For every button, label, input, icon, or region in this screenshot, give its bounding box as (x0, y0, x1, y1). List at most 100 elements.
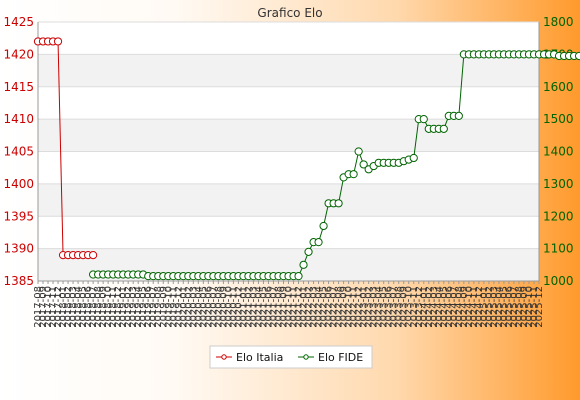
x-tick-label: 2024-02 (424, 286, 435, 328)
y-right-tick-label: 1500 (543, 112, 574, 126)
x-tick-label: 2018-07 (88, 286, 99, 328)
x-tick-labels: 2017-082017-092017-102017-112017-122018-… (33, 281, 545, 328)
x-tick-label: 2024-12 (474, 286, 485, 328)
data-point-elo-fide (334, 199, 343, 208)
x-tick-label: 2024-07 (449, 286, 460, 328)
x-tick-label: 2025-11 (529, 286, 540, 328)
legend: Elo Italia Elo FIDE (209, 345, 373, 369)
legend-marker-elo-italia (221, 354, 227, 360)
x-tick-label: 2020-01 (178, 286, 189, 328)
x-tick-label: 2024-09 (459, 286, 470, 328)
x-tick-label: 2019-10 (163, 286, 174, 328)
x-tick-label: 2024-10 (464, 286, 475, 328)
y-left-tick-label: 1420 (3, 47, 34, 61)
grid-layer (38, 21, 539, 282)
x-tick-label: 2018-09 (98, 286, 109, 328)
x-tick-label: 2022-12 (354, 286, 365, 328)
x-tick-label: 2024-06 (444, 286, 455, 328)
data-point-elo-fide (294, 272, 303, 281)
data-point-elo-fide (314, 238, 323, 247)
legend-label-elo-italia: Elo Italia (236, 351, 283, 364)
axes-layer: 1385 1390 1395 1400 1405 1410 1415 1420 1425 1000… (3, 15, 573, 288)
x-tick-label: 2023-09 (399, 286, 410, 328)
grid-band (38, 183, 539, 217)
y-left-tick-label: 1390 (3, 242, 34, 256)
data-point-elo-fide (419, 115, 428, 124)
data-point-elo-fide (409, 153, 418, 163)
x-tick-label: 2022-04 (314, 286, 325, 328)
x-tick-label: 2020-09 (218, 286, 229, 328)
x-tick-label: 2021-06 (263, 286, 274, 328)
x-tick-label: 2018-02 (63, 286, 74, 328)
grid-band (38, 119, 539, 152)
x-tick-label: 2020-04 (193, 286, 204, 328)
x-tick-label: 2018-08 (93, 286, 104, 328)
data-point-elo-fide (319, 221, 328, 231)
x-tick-label: 2021-05 (258, 286, 269, 328)
x-tick-label: 2025-01 (479, 286, 490, 328)
x-tick-label: 2019-05 (138, 286, 149, 328)
x-tick-label: 2023-12 (414, 286, 425, 328)
x-tick-label: 2019-04 (133, 286, 144, 328)
y-right-tick-label: 1100 (543, 242, 574, 256)
x-tick-label: 2023-06 (384, 286, 395, 328)
grid-band (38, 54, 539, 87)
x-tick-label: 2018-01 (58, 286, 69, 328)
x-tick-label: 2018-10 (103, 286, 114, 328)
x-tick-label: 2024-08 (454, 286, 465, 328)
x-tick-label: 2022-06 (324, 286, 335, 328)
x-tick-label: 2024-01 (419, 286, 430, 328)
x-tick-label: 2022-08 (334, 286, 345, 328)
x-tick-label: 2021-10 (284, 286, 295, 328)
data-point-elo-fide (574, 51, 580, 61)
x-tick-label: 2019-07 (148, 286, 159, 328)
data-point-elo-fide (354, 147, 363, 156)
data-point-elo-italia (53, 37, 63, 46)
x-tick-label: 2019-08 (153, 286, 164, 328)
x-tick-label: 2020-10 (223, 286, 234, 328)
x-tick-label: 2023-01 (359, 286, 370, 328)
x-tick-label: 2025-04 (494, 286, 505, 328)
data-point-elo-fide (349, 170, 358, 179)
x-tick-label: 2020-11 (228, 286, 239, 328)
y-right-tick-label: 1800 (543, 15, 574, 29)
x-tick-label: 2019-02 (123, 286, 134, 328)
x-tick-label: 2021-01 (238, 286, 249, 328)
x-tick-label: 2023-11 (409, 286, 420, 328)
x-tick-label: 2018-05 (78, 286, 89, 328)
data-point-elo-fide (359, 160, 368, 169)
x-tick-label: 2025-08 (514, 286, 525, 328)
x-tick-label: 2023-03 (369, 286, 380, 328)
series-layer (33, 37, 580, 281)
x-tick-label: 2023-04 (374, 286, 385, 328)
x-tick-label: 2024-04 (434, 286, 445, 328)
x-tick-label: 2021-04 (253, 286, 264, 328)
x-tick-label: 2025-03 (489, 286, 500, 328)
x-tick-label: 2020-02 (183, 286, 194, 328)
y-left-tick-label: 1415 (3, 80, 34, 94)
y-left-tick-label: 1395 (3, 209, 34, 223)
x-tick-label: 2023-05 (379, 286, 390, 328)
x-tick-label: 2023-10 (404, 286, 415, 328)
legend-marker-elo-fide (303, 354, 309, 360)
y-left-tick-label: 1425 (3, 15, 34, 29)
x-tick-label: 2017-12 (53, 286, 64, 328)
x-tick-label: 2025-05 (499, 286, 510, 328)
data-point-elo-fide (304, 247, 313, 256)
y-right-tick-label: 1400 (543, 145, 574, 159)
x-tick-label: 2023-08 (394, 286, 405, 328)
x-tick-label: 2021-08 (273, 286, 284, 328)
y-right-tick-label: 1200 (543, 209, 574, 223)
x-tick-label: 2024-11 (469, 286, 480, 328)
y-left-tick-label: 1385 (3, 274, 34, 288)
x-tick-label: 2021-09 (278, 286, 289, 328)
x-tick-label: 2021-02 (243, 286, 254, 328)
y-left-tick-label: 1410 (3, 112, 34, 126)
x-tick-label: 2022-05 (319, 286, 330, 328)
x-tick-label: 2025-09 (519, 286, 530, 328)
x-tick-label: 2022-11 (349, 286, 360, 328)
x-tick-label: 2017-10 (43, 286, 54, 328)
x-tick-label: 2022-07 (329, 286, 340, 328)
x-tick-label: 2018-04 (73, 286, 84, 328)
chart-title: Grafico Elo (257, 6, 322, 20)
